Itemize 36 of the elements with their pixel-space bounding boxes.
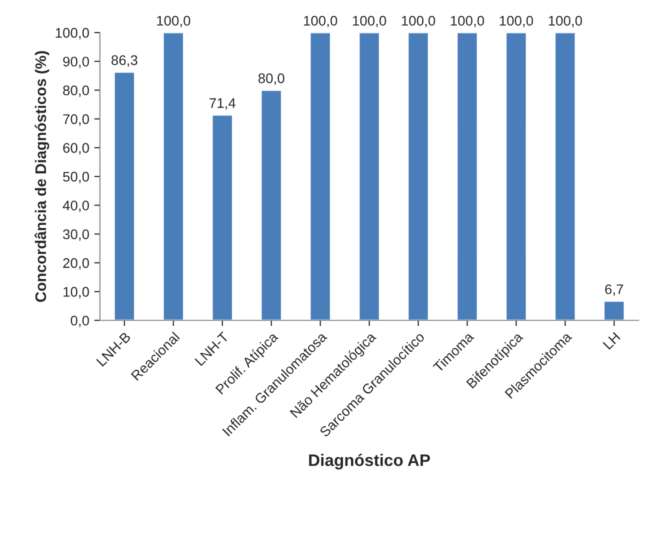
data-label: 100,0: [402, 16, 436, 28]
y-tick-label: 80,0: [63, 85, 89, 97]
bar: [456, 32, 478, 320]
x-axis-title: Diagnóstico AP: [309, 454, 430, 470]
bar: [162, 32, 184, 320]
y-tick-label: 20,0: [63, 258, 89, 270]
bar: [358, 32, 380, 320]
data-label: 100,0: [352, 16, 386, 28]
y-tick-label: 90,0: [63, 56, 89, 68]
data-label: 80,0: [258, 73, 284, 85]
y-tick-label: 0,0: [70, 316, 89, 328]
bar: [113, 71, 136, 320]
bar: [554, 32, 576, 320]
y-tick-label: 50,0: [63, 172, 89, 184]
y-tick-label: 70,0: [63, 114, 89, 126]
y-tick-label: 10,0: [64, 286, 89, 298]
data-label: 100,0: [500, 16, 534, 28]
bar: [505, 32, 528, 320]
data-label: 100,0: [157, 16, 190, 28]
bar: [211, 114, 234, 320]
y-tick-label: 30,0: [63, 229, 89, 241]
y-tick-label: 60,0: [63, 143, 89, 155]
x-tick-label: LH: [602, 332, 620, 350]
y-tick-label: 100,0: [56, 28, 89, 40]
data-label: 71,4: [210, 98, 236, 110]
data-label: 100,0: [304, 16, 338, 28]
data-label: 100,0: [450, 16, 484, 28]
data-label: 86,3: [112, 55, 138, 67]
bar: [603, 300, 626, 320]
bar: [260, 89, 282, 320]
bar: [407, 32, 430, 320]
data-label: 6,7: [605, 284, 624, 296]
y-tick-label: 40,0: [62, 200, 89, 212]
y-axis-title: Concordância de Diagnósticos (%): [34, 51, 50, 302]
bar: [309, 32, 332, 320]
data-label: 100,0: [548, 16, 582, 28]
